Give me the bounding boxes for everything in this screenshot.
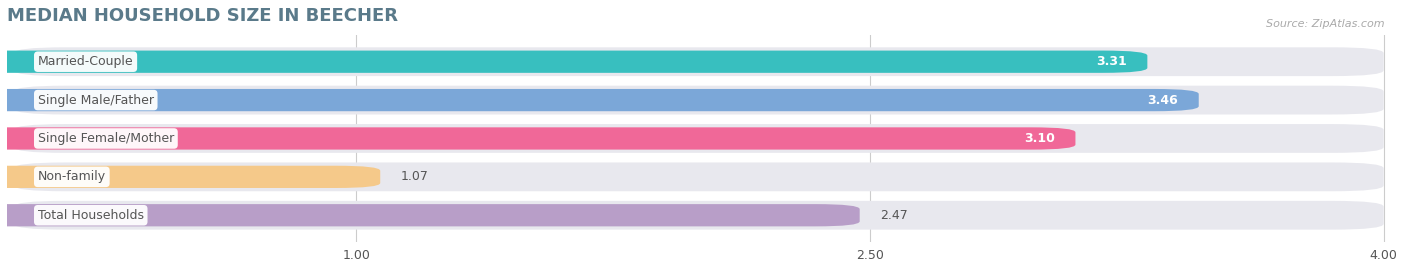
Text: Single Male/Father: Single Male/Father bbox=[38, 94, 153, 107]
FancyBboxPatch shape bbox=[0, 127, 1076, 150]
FancyBboxPatch shape bbox=[0, 166, 380, 188]
Text: Total Households: Total Households bbox=[38, 209, 143, 222]
FancyBboxPatch shape bbox=[0, 89, 1199, 111]
FancyBboxPatch shape bbox=[0, 51, 1147, 73]
Text: Single Female/Mother: Single Female/Mother bbox=[38, 132, 174, 145]
FancyBboxPatch shape bbox=[14, 124, 1384, 153]
Text: 3.46: 3.46 bbox=[1147, 94, 1178, 107]
FancyBboxPatch shape bbox=[14, 47, 1384, 76]
Text: Non-family: Non-family bbox=[38, 170, 105, 183]
Text: 2.47: 2.47 bbox=[880, 209, 908, 222]
Text: Source: ZipAtlas.com: Source: ZipAtlas.com bbox=[1267, 19, 1385, 29]
Text: 3.31: 3.31 bbox=[1097, 55, 1126, 68]
FancyBboxPatch shape bbox=[14, 86, 1384, 115]
Text: Married-Couple: Married-Couple bbox=[38, 55, 134, 68]
Text: MEDIAN HOUSEHOLD SIZE IN BEECHER: MEDIAN HOUSEHOLD SIZE IN BEECHER bbox=[7, 7, 398, 25]
Text: 3.10: 3.10 bbox=[1024, 132, 1054, 145]
FancyBboxPatch shape bbox=[0, 204, 859, 226]
Text: 1.07: 1.07 bbox=[401, 170, 429, 183]
FancyBboxPatch shape bbox=[14, 162, 1384, 191]
FancyBboxPatch shape bbox=[14, 201, 1384, 230]
